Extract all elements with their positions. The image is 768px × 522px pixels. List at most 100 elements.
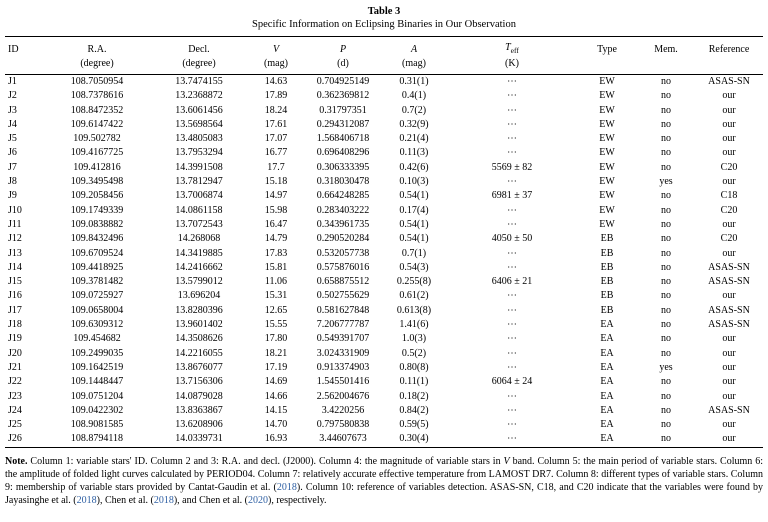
citation-link[interactable]: 2018 — [153, 494, 174, 506]
table-cell: EA — [600, 319, 614, 331]
table-cell: 109.502782 — [73, 133, 121, 145]
table-cell: 1.545501416 — [316, 376, 370, 388]
table-cell: 17.19 — [264, 361, 288, 373]
table-cell: our — [722, 290, 736, 302]
note-text: Column 1: variable stars' ID. Column 2 a… — [27, 455, 504, 467]
table-cell: 0.42(6) — [399, 161, 429, 173]
table-number: Table 3 — [367, 6, 401, 17]
table-cell: 108.9081585 — [70, 419, 124, 431]
table-cell: ⋯ — [507, 176, 517, 188]
table-row: J6 109.4167725 13.7953294 16.77 0.696408296 0… — [5, 146, 763, 160]
table-cell: 0.18(2) — [399, 390, 429, 402]
column-unit: (degree) — [80, 58, 114, 69]
table-row: J13 109.6709524 14.3419885 17.83 0.532057738… — [5, 247, 763, 261]
column-unit — [5, 57, 43, 75]
table-cell: 108.8794118 — [70, 433, 124, 445]
table-cell: 13.5799012 — [175, 276, 223, 288]
table-cell: J11 — [8, 218, 22, 230]
table-cell: J20 — [8, 347, 22, 359]
column-header: ID — [8, 43, 19, 55]
table-cell: ⋯ — [507, 118, 517, 130]
table-cell: 6406 ± 21 — [491, 276, 533, 288]
table-cell: no — [661, 347, 671, 359]
table-cell: J25 — [8, 419, 22, 431]
table-cell: J4 — [8, 118, 17, 130]
column-header: Reference — [708, 43, 750, 55]
table-cell: our — [722, 104, 736, 116]
table-cell: 15.18 — [264, 176, 288, 188]
column-header: Decl. — [188, 43, 210, 55]
table-cell: EW — [599, 218, 615, 230]
citation-link[interactable]: 2018 — [76, 494, 97, 506]
table-row: J25 108.9081585 13.6208906 14.70 0.797580838… — [5, 418, 763, 432]
table-cell: no — [661, 90, 671, 102]
table-row: J9 109.2058456 13.7006874 14.97 0.664248285 0… — [5, 189, 763, 203]
table-cell: 0.5(2) — [401, 347, 427, 359]
table-cell: our — [722, 218, 736, 230]
table-cell: EA — [600, 433, 614, 445]
table-cell: 14.79 — [264, 233, 288, 245]
table-cell: 13.9601402 — [175, 319, 223, 331]
table-cell: 13.7474155 — [175, 76, 223, 87]
column-unit — [577, 57, 637, 75]
table-cell: 0.7(2) — [401, 104, 427, 116]
table-cell: 0.54(3) — [399, 261, 429, 273]
table-cell: 15.81 — [264, 261, 288, 273]
table-cell: 109.3781482 — [70, 276, 124, 288]
table-row: J24 109.0422302 13.8363867 14.15 3.4220256 0.… — [5, 404, 763, 418]
table-cell: 109.2058456 — [70, 190, 124, 202]
table-cell: 13.8280396 — [175, 304, 223, 316]
note-text: band. Column 5: the main period of varia… — [5, 455, 763, 493]
table-cell: 0.913374903 — [316, 361, 370, 373]
table-cell: our — [722, 433, 736, 445]
table-row: J20 109.2499035 14.2216055 18.21 3.024331909… — [5, 347, 763, 361]
table-cell: ⋯ — [507, 390, 517, 402]
table-cell: 1.568406718 — [316, 133, 370, 145]
table-cell: 109.0725927 — [70, 290, 124, 302]
table-cell: 13.7072543 — [175, 218, 223, 230]
table-cell: EW — [599, 104, 615, 116]
citation-link[interactable]: 2018 — [276, 481, 297, 493]
citation-link[interactable]: 2020 — [247, 494, 268, 506]
table-cell: 14.3419885 — [175, 247, 223, 259]
table-cell: EW — [599, 147, 615, 159]
table-cell: 6064 ± 24 — [491, 376, 533, 388]
table-cell: EW — [599, 133, 615, 145]
table-cell: J21 — [8, 361, 22, 373]
table-row: J22 109.1448447 13.7156306 14.69 1.545501416… — [5, 375, 763, 389]
table-row: J2 108.7378616 13.2368872 17.89 0.362369812 0… — [5, 89, 763, 103]
table-cell: 0.255(8) — [396, 276, 432, 288]
table-cell: no — [661, 404, 671, 416]
column-unit: (mag) — [264, 58, 288, 69]
table-cell: EA — [600, 347, 614, 359]
table-cell: 13.7953294 — [175, 147, 223, 159]
table-cell: J1 — [8, 76, 17, 87]
table-cell: 0.502755629 — [316, 290, 370, 302]
table-cell: 14.3991508 — [175, 161, 223, 173]
table-cell: ⋯ — [507, 133, 517, 145]
table-cell: EW — [599, 161, 615, 173]
table-cell: 109.1642519 — [70, 361, 124, 373]
table-cell: no — [661, 190, 671, 202]
table-cell: 0.54(1) — [399, 218, 429, 230]
table-cell: 109.4418925 — [70, 261, 124, 273]
column-header: Teff — [505, 42, 519, 55]
table-cell: ⋯ — [507, 218, 517, 230]
table-cell: EW — [599, 204, 615, 216]
table-cell: J19 — [8, 333, 22, 345]
table-cell: 0.318030478 — [316, 176, 370, 188]
table-cell: 0.294312087 — [316, 118, 370, 130]
table-cell: 0.21(4) — [399, 133, 429, 145]
table-cell: 0.31(1) — [399, 76, 429, 87]
table-cell: 17.89 — [264, 90, 288, 102]
table-cell: 0.613(8) — [396, 304, 432, 316]
header-row-units: (degree) (degree) (mag) (d) (mag) (K) — [5, 57, 763, 75]
column-unit: (mag) — [402, 58, 426, 69]
table-cell: yes — [659, 361, 673, 373]
table-row: J18 109.6309312 13.9601402 15.55 7.206777787… — [5, 318, 763, 332]
table-cell: 16.47 — [264, 218, 288, 230]
table-cell: no — [661, 161, 671, 173]
table-cell: 108.7378616 — [70, 90, 124, 102]
table-cell: no — [661, 204, 671, 216]
table-cell: C20 — [720, 233, 738, 245]
